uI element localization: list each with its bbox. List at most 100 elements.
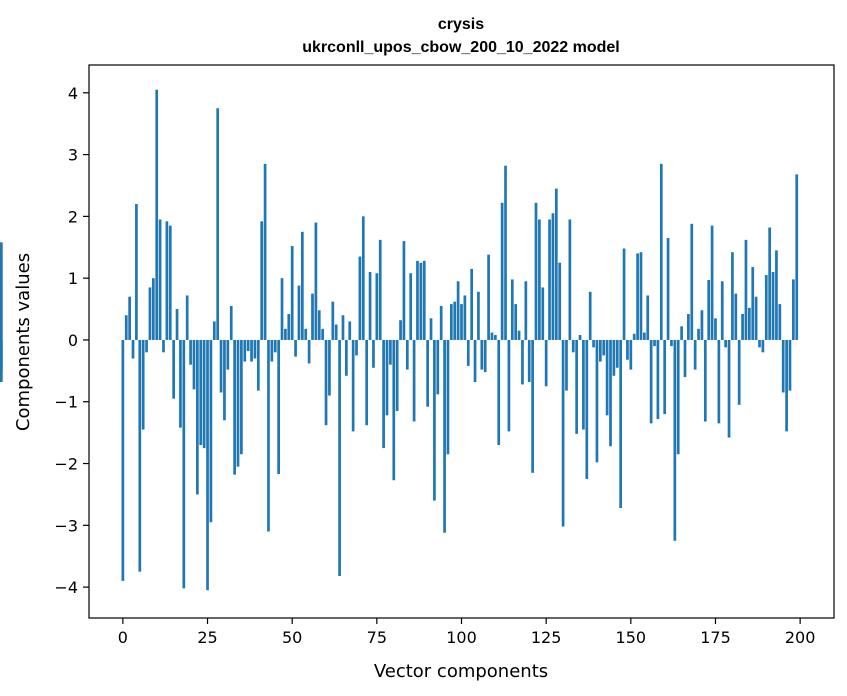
x-tick-label: 25 <box>197 628 217 647</box>
bar <box>409 273 413 340</box>
bar <box>609 339 612 447</box>
bar <box>128 296 131 340</box>
bar <box>466 339 470 366</box>
bar <box>514 304 518 340</box>
bar <box>663 339 667 415</box>
bar <box>256 339 260 391</box>
bar <box>683 339 687 378</box>
bar <box>395 339 399 412</box>
bar <box>321 328 325 340</box>
bar <box>571 339 575 353</box>
bar <box>676 339 680 455</box>
bar <box>162 339 165 353</box>
bar <box>148 287 152 340</box>
bar <box>419 262 423 340</box>
bar <box>433 339 436 501</box>
bar <box>598 339 602 362</box>
bar <box>334 324 338 340</box>
bar <box>212 321 216 340</box>
bar <box>175 309 179 340</box>
plot-frame <box>88 64 835 619</box>
bar <box>504 165 507 340</box>
bar <box>233 339 236 475</box>
bar <box>734 293 738 340</box>
bar <box>629 339 633 370</box>
bar <box>399 320 402 340</box>
bar <box>477 291 480 340</box>
bar <box>578 335 582 340</box>
y-tick-label: −3 <box>54 516 78 535</box>
bar <box>643 332 646 340</box>
bar <box>277 339 280 475</box>
bar <box>138 339 142 572</box>
bar <box>290 246 294 340</box>
bar <box>273 339 277 353</box>
bar <box>300 231 304 340</box>
bar <box>527 339 531 382</box>
bar <box>602 339 606 356</box>
bar <box>456 281 460 340</box>
bars-group <box>0 89 799 591</box>
bar <box>453 301 457 340</box>
y-tick-label: −2 <box>54 455 78 474</box>
bar <box>744 239 748 340</box>
bar <box>483 339 487 373</box>
bar <box>487 254 490 340</box>
bar <box>710 225 714 340</box>
bar <box>189 339 192 365</box>
bar <box>551 213 555 340</box>
bar <box>754 296 758 340</box>
bar <box>656 339 660 420</box>
bar <box>517 330 521 340</box>
bar <box>199 339 203 445</box>
bar <box>243 339 247 362</box>
bar <box>294 339 297 357</box>
bar <box>0 242 3 340</box>
bar <box>785 339 788 432</box>
bar <box>429 318 433 340</box>
bar <box>758 339 761 348</box>
bar <box>446 339 450 455</box>
bar <box>632 333 636 340</box>
bar <box>585 339 589 479</box>
bar <box>209 339 213 523</box>
bar <box>0 339 3 382</box>
bar <box>612 339 616 376</box>
bar <box>490 332 494 340</box>
bar <box>548 219 551 340</box>
bar <box>121 339 125 581</box>
bar <box>720 281 724 340</box>
bar <box>575 339 578 434</box>
bar <box>155 89 159 340</box>
x-axis-label: Vector components <box>374 661 548 682</box>
x-tick-label: 100 <box>446 628 477 647</box>
bar <box>707 280 711 340</box>
bar <box>781 339 785 393</box>
bar <box>168 225 172 340</box>
bar <box>422 260 426 340</box>
bar <box>416 260 419 340</box>
bar <box>382 339 385 449</box>
bar <box>460 304 463 340</box>
bar <box>473 339 477 382</box>
x-tick-label: 75 <box>367 628 387 647</box>
bar <box>426 339 429 407</box>
bar <box>338 339 341 576</box>
y-tick-label: 3 <box>68 146 78 165</box>
bar <box>317 310 321 340</box>
x-tick-label: 125 <box>531 628 562 647</box>
bar <box>494 335 497 340</box>
bar <box>219 339 223 393</box>
x-tick-label: 150 <box>616 628 647 647</box>
bar <box>714 318 717 340</box>
bar <box>697 328 700 340</box>
bar <box>646 295 650 340</box>
bar <box>737 339 741 405</box>
bar <box>592 339 595 348</box>
bar <box>250 339 253 362</box>
y-tick-label: 2 <box>68 207 78 226</box>
bar <box>510 279 514 340</box>
bar <box>480 339 484 370</box>
bar <box>331 301 335 340</box>
bar <box>751 267 755 340</box>
